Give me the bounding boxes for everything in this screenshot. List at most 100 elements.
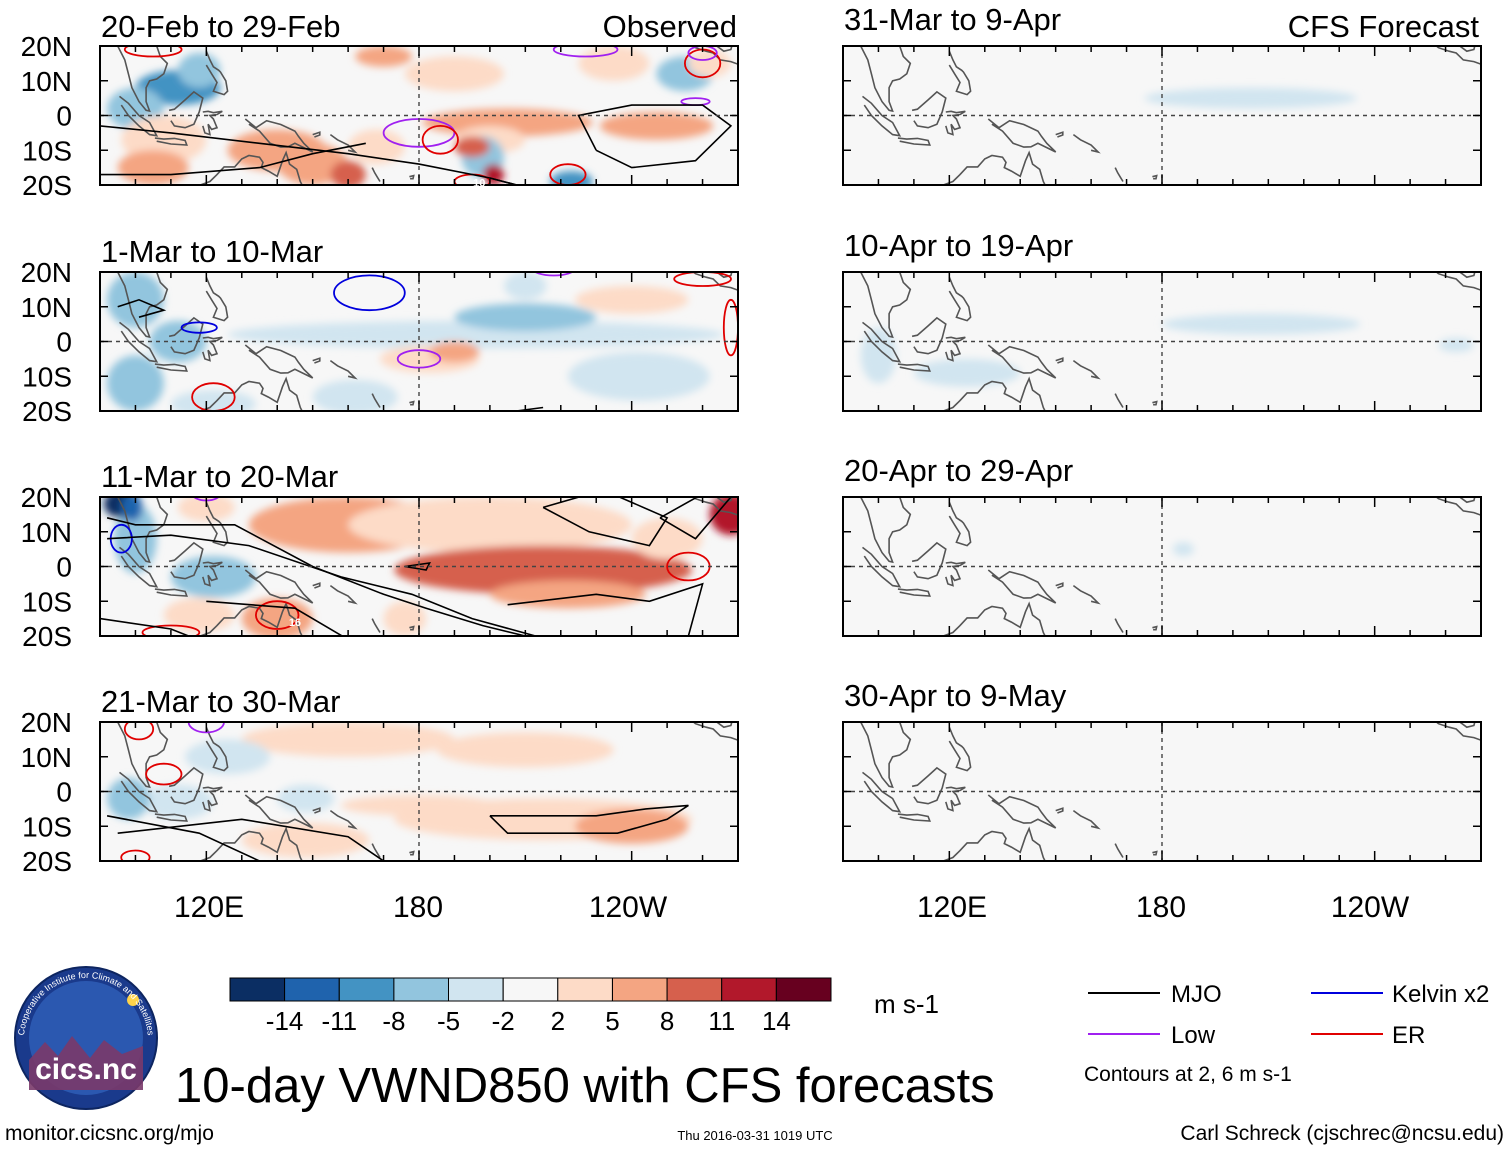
wave-contour	[552, 46, 619, 58]
coastline	[202, 786, 223, 812]
lat-label: 20N	[21, 482, 72, 513]
website-link[interactable]: monitor.cicsnc.org/mjo	[5, 1122, 214, 1145]
mjo-contour	[106, 517, 526, 636]
coastline	[312, 807, 321, 814]
coastline	[371, 393, 381, 408]
coastline	[1055, 131, 1064, 138]
colorbar-swatch	[284, 977, 340, 1002]
colorbar-tick: 5	[605, 1006, 619, 1036]
lat-label: 20N	[21, 707, 72, 738]
anomaly-shading	[688, 49, 731, 78]
coastline	[362, 862, 373, 869]
coastline	[941, 376, 1046, 411]
coastline	[244, 344, 314, 379]
anomaly-shading	[1147, 833, 1191, 861]
coastline	[1152, 625, 1158, 631]
coastline	[154, 813, 188, 822]
coastline	[154, 137, 188, 146]
anomaly-shading	[454, 136, 490, 158]
anomaly-shading	[348, 129, 405, 165]
coastline	[1114, 843, 1124, 858]
wave-contour	[673, 272, 732, 287]
contour-note: Contours at 2, 6 m s-1	[1084, 1063, 1292, 1086]
anomaly-shading	[277, 143, 349, 185]
coastline	[862, 771, 902, 813]
colorbar-tick: 8	[660, 1006, 674, 1036]
wave-contour	[187, 722, 225, 734]
coastline	[692, 497, 738, 517]
coastline	[116, 46, 169, 113]
anomaly-shading	[277, 784, 334, 813]
coastline	[1105, 637, 1116, 644]
lat-label: 10S	[22, 135, 72, 166]
map-panel-fc-3	[842, 496, 1482, 644]
anomaly-shading	[355, 46, 412, 67]
colorbar-tick: -14	[266, 1006, 304, 1036]
mjo-contour	[206, 600, 344, 636]
coastline	[1152, 400, 1158, 406]
lat-label: 10N	[21, 742, 72, 773]
coastline	[862, 321, 902, 363]
lat-label: 20N	[21, 31, 72, 62]
mjo-contour	[100, 142, 366, 176]
coastline	[244, 794, 314, 829]
wave-contour	[722, 298, 738, 357]
colorbar-swatch	[502, 977, 559, 1002]
lon-label-120w-fc: 120W	[1331, 891, 1410, 924]
anomaly-shading	[631, 517, 703, 560]
coastline	[715, 722, 733, 729]
anomaly-shading	[163, 597, 235, 633]
map-panel-obs-3: 16	[99, 496, 739, 637]
coastline	[168, 541, 204, 580]
colorbar-swatch	[229, 977, 286, 1002]
coastline	[244, 118, 314, 153]
colorbar-swatch	[612, 977, 668, 1002]
coastline	[1458, 497, 1476, 504]
anomaly-shading	[489, 580, 646, 609]
anomaly-shading	[185, 739, 271, 775]
coastline	[205, 726, 229, 772]
mjo-contour	[659, 497, 732, 540]
colorbar-tick: 2	[551, 1006, 565, 1036]
anomaly-shading	[1162, 313, 1361, 335]
wave-contour	[145, 762, 183, 786]
anomaly-shading	[149, 320, 207, 363]
wave-contour	[254, 600, 300, 630]
wave-contour	[533, 272, 574, 277]
colorbar-swatch	[448, 977, 504, 1002]
lat-label: 20S	[22, 846, 72, 877]
coastline	[409, 625, 415, 631]
coastline	[198, 150, 303, 185]
coastline	[1435, 722, 1481, 742]
coastline	[1114, 393, 1124, 408]
coastline	[312, 357, 321, 364]
coastline	[168, 316, 204, 355]
panel-title-fc-2: 10-Apr to 19-Apr	[844, 228, 1073, 263]
anomaly-shading	[1034, 594, 1077, 623]
lat-label: 0	[56, 327, 72, 358]
mjo-contour	[117, 298, 167, 318]
legend: MJO Kelvin x2 Low ER Contours at 2, 6 m …	[1084, 981, 1489, 1086]
coastline	[897, 363, 931, 372]
mjo-contour	[117, 818, 385, 861]
coastline	[1105, 412, 1116, 419]
anomaly-shading	[429, 341, 480, 363]
mjo-contour	[100, 617, 191, 636]
anomaly-shading	[383, 601, 427, 636]
coastline	[948, 726, 972, 772]
anomaly-shading	[578, 46, 650, 81]
map-panel-obs-4	[99, 721, 739, 869]
coastline	[312, 131, 321, 138]
legend-label-mjo: MJO	[1171, 981, 1222, 1008]
observed-column-header: Observed	[603, 9, 737, 44]
coastline	[1458, 722, 1476, 729]
panel-title-obs-2: 1-Mar to 10-Mar	[101, 234, 323, 269]
coastline	[119, 321, 159, 363]
map-background	[843, 497, 1481, 636]
anomaly-shading	[241, 722, 455, 757]
coastline	[715, 46, 733, 53]
coastline	[715, 497, 733, 504]
logo-wordmark: cics.nc	[35, 1053, 137, 1086]
wave-contour	[123, 722, 155, 741]
coastline	[1114, 167, 1124, 182]
